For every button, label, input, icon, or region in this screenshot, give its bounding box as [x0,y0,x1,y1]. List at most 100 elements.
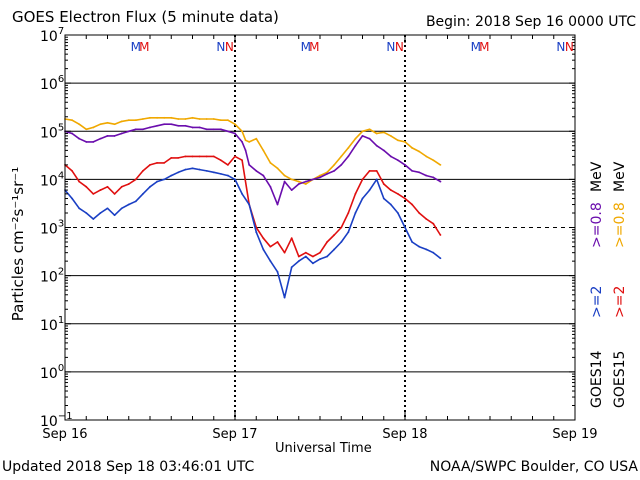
data-point [375,144,378,147]
midnight-marker: M [309,40,319,54]
x-tick-label: Sep 16 [42,427,87,442]
data-point [283,251,286,254]
data-point [184,168,187,171]
data-point [177,156,180,159]
data-point [382,149,385,152]
data-point [290,237,293,240]
legend-goes14-2mev: >=2 [589,285,605,318]
data-point [198,118,201,120]
data-point [71,170,73,172]
data-point [262,248,265,251]
updated-timestamp: Updated 2018 Sep 18 03:46:01 UTC [2,459,255,475]
midnight-marker: M [139,40,149,54]
data-point [304,251,307,254]
midnight-marker: M [471,40,481,54]
data-point [382,183,385,185]
midnight-marker: M [301,40,311,54]
data-point [269,161,272,164]
data-point [212,118,215,120]
data-point [127,183,130,185]
data-point [234,178,236,181]
data-point [184,155,187,158]
data-point [92,126,95,129]
data-point [397,159,399,162]
data-point [134,178,137,181]
data-point [269,245,272,248]
data-point [85,185,88,188]
data-point [248,141,251,143]
data-point [106,185,109,188]
data-point [212,128,215,131]
data-point [198,126,201,129]
data-point [106,135,109,137]
data-point [92,218,95,220]
data-point [219,159,222,162]
data-point [244,139,247,142]
data-point [326,255,328,258]
data-point [120,207,123,210]
noon-marker: N [216,40,225,54]
data-point [389,189,392,191]
data-point [99,123,102,126]
data-point [425,218,428,220]
data-point [99,137,102,140]
data-point [304,255,307,258]
data-point [78,207,81,210]
day-boundary-lines [234,35,406,420]
data-point [276,270,279,273]
data-point [432,222,435,225]
y-axis-label: Particles cm⁻²s⁻¹sr⁻¹ [9,166,27,322]
data-point [149,185,151,188]
data-point [347,231,350,234]
data-point [241,159,243,162]
data-point [127,119,130,122]
y-tick-label: 102 [40,267,64,286]
data-point [404,226,406,229]
data-point [241,141,243,143]
noon-marker: N [565,40,574,54]
data-point [425,174,428,177]
data-point [326,172,328,175]
data-point [361,130,364,133]
data-point [340,155,343,158]
data-point [404,163,406,166]
legend-goes15-08mev: >=0.8 [612,202,628,248]
data-point [361,178,364,181]
data-point [127,203,130,206]
data-point [411,241,413,243]
data-point [99,189,102,191]
data-point [333,170,336,172]
data-point [205,155,208,158]
data-point [368,137,371,140]
data-point [170,156,173,159]
data-point [78,137,81,140]
data-point [276,203,279,206]
decade-gridlines [65,82,575,373]
data-point [312,255,314,258]
data-point [113,123,116,126]
data-point [297,255,300,258]
data-point [418,171,421,174]
data-point [347,212,350,214]
data-point [354,137,357,140]
data-point [347,155,350,158]
data-point [234,123,236,126]
data-point [375,178,378,181]
data-point [85,128,88,131]
data-point [170,123,173,126]
data-point [241,130,243,133]
data-point [297,180,300,183]
data-point [120,132,123,135]
data-point [163,123,166,126]
data-point [404,141,406,143]
data-point [85,141,88,143]
data-point [354,192,357,195]
data-point [411,170,413,172]
series-line [64,123,441,206]
data-point [319,176,321,179]
data-point [354,144,357,147]
y-tick-label: 106 [40,74,64,93]
data-point [389,203,392,206]
data-point [177,118,180,120]
data-point [170,116,173,119]
